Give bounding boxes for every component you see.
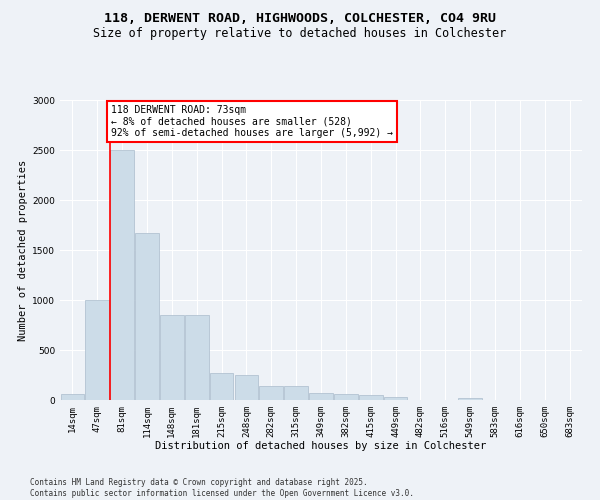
Bar xyxy=(160,315,184,400)
Bar xyxy=(284,386,308,400)
Bar xyxy=(135,233,159,400)
Bar xyxy=(185,315,209,400)
Bar xyxy=(110,150,134,400)
Bar xyxy=(85,300,109,400)
Bar xyxy=(61,394,84,400)
Bar xyxy=(235,374,258,400)
Bar xyxy=(458,398,482,400)
X-axis label: Distribution of detached houses by size in Colchester: Distribution of detached houses by size … xyxy=(155,442,487,452)
Text: Size of property relative to detached houses in Colchester: Size of property relative to detached ho… xyxy=(94,28,506,40)
Y-axis label: Number of detached properties: Number of detached properties xyxy=(18,160,28,340)
Bar xyxy=(359,395,383,400)
Bar xyxy=(210,373,233,400)
Bar xyxy=(259,386,283,400)
Text: 118 DERWENT ROAD: 73sqm
← 8% of detached houses are smaller (528)
92% of semi-de: 118 DERWENT ROAD: 73sqm ← 8% of detached… xyxy=(111,105,393,138)
Bar xyxy=(309,393,333,400)
Bar xyxy=(334,394,358,400)
Text: Contains HM Land Registry data © Crown copyright and database right 2025.
Contai: Contains HM Land Registry data © Crown c… xyxy=(30,478,414,498)
Text: 118, DERWENT ROAD, HIGHWOODS, COLCHESTER, CO4 9RU: 118, DERWENT ROAD, HIGHWOODS, COLCHESTER… xyxy=(104,12,496,26)
Bar xyxy=(384,396,407,400)
